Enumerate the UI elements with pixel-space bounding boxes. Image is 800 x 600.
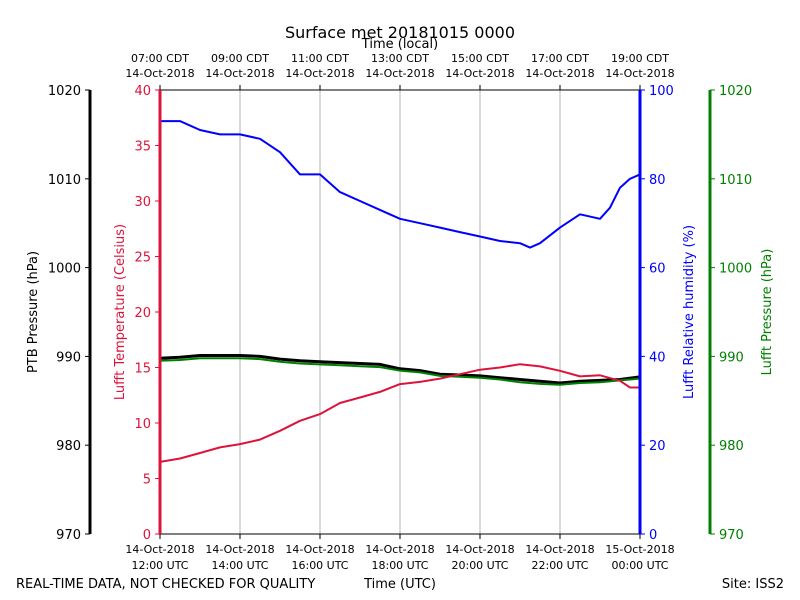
temperature-axis-label: Lufft Temperature (Celsius) bbox=[113, 224, 128, 400]
temperature-tick-label: 25 bbox=[134, 251, 151, 266]
lufft_pressure-tick-label: 1010 bbox=[719, 173, 752, 188]
utc-tick-time: 16:00 UTC bbox=[291, 559, 348, 572]
top-axis-label: Time (local) bbox=[361, 37, 438, 52]
local-tick-date: 14-Oct-2018 bbox=[605, 67, 674, 80]
utc-tick-time: 22:00 UTC bbox=[531, 559, 588, 572]
utc-tick-date: 15-Oct-2018 bbox=[605, 543, 674, 556]
humidity-tick-label: 100 bbox=[649, 84, 674, 99]
utc-tick-date: 14-Oct-2018 bbox=[445, 543, 514, 556]
lufft_pressure-tick-label: 970 bbox=[719, 528, 744, 543]
utc-tick-time: 00:00 UTC bbox=[611, 559, 668, 572]
local-tick-time: 15:00 CDT bbox=[451, 52, 509, 65]
humidity-tick-label: 0 bbox=[649, 528, 657, 543]
utc-tick-date: 14-Oct-2018 bbox=[285, 543, 354, 556]
local-tick-time: 07:00 CDT bbox=[131, 52, 189, 65]
series-layer bbox=[159, 120, 641, 463]
utc-time-axis: 14-Oct-2018 12:00 UTC 14-Oct-2018 14:00 UTC… bbox=[125, 534, 675, 572]
humidity-tick-label: 40 bbox=[649, 350, 666, 365]
lufft-pressure-axis-label: Lufft Pressure (hPa) bbox=[760, 249, 775, 376]
lufft_pressure-tick-label: 1000 bbox=[719, 262, 752, 277]
temperature-tick-label: 40 bbox=[134, 84, 151, 99]
ptb_pressure-tick-label: 1010 bbox=[48, 173, 81, 188]
local-tick-date: 14-Oct-2018 bbox=[525, 67, 594, 80]
ptb_pressure-tick-label: 970 bbox=[56, 528, 81, 543]
utc-tick-date: 14-Oct-2018 bbox=[525, 543, 594, 556]
temperature-axis: 0 5 10 15 20 25 30 35 40 Lufft Temperature (Cels… bbox=[113, 84, 162, 543]
local-tick-date: 14-Oct-2018 bbox=[445, 67, 514, 80]
local-tick-time: 19:00 CDT bbox=[611, 52, 669, 65]
utc-tick-time: 14:00 UTC bbox=[211, 559, 268, 572]
local-tick-date: 14-Oct-2018 bbox=[205, 67, 274, 80]
utc-tick-time: 12:00 UTC bbox=[131, 559, 188, 572]
bottom-axis-label: Time (UTC) bbox=[363, 577, 436, 592]
vertical-grid-lines bbox=[239, 90, 561, 534]
ptb_pressure-tick-label: 1000 bbox=[48, 262, 81, 277]
local-tick-time: 17:00 CDT bbox=[531, 52, 589, 65]
utc-tick-time: 18:00 UTC bbox=[371, 559, 428, 572]
utc-tick-time: 20:00 UTC bbox=[451, 559, 508, 572]
humidity-tick-label: 20 bbox=[649, 439, 666, 454]
lufft_pressure-tick-label: 980 bbox=[719, 439, 744, 454]
local-time-axis: 07:00 CDT 14-Oct-2018 09:00 CDT 14-Oct-2018… bbox=[125, 52, 675, 90]
ptb-pressure-line bbox=[159, 354, 641, 385]
local-tick-date: 14-Oct-2018 bbox=[125, 67, 194, 80]
lufft_pressure-tick-label: 990 bbox=[719, 350, 744, 365]
lufft-pressure-line bbox=[159, 357, 641, 386]
local-tick-date: 14-Oct-2018 bbox=[365, 67, 434, 80]
temperature-tick-label: 15 bbox=[134, 362, 151, 377]
ptb_pressure-tick-label: 1020 bbox=[48, 84, 81, 99]
lufft-temperature-line bbox=[159, 363, 640, 463]
lufft_pressure-tick-label: 1020 bbox=[719, 84, 752, 99]
temperature-tick-label: 35 bbox=[134, 140, 151, 155]
humidity-tick-label: 60 bbox=[649, 262, 666, 277]
temperature-tick-label: 5 bbox=[143, 473, 151, 488]
utc-tick-date: 14-Oct-2018 bbox=[125, 543, 194, 556]
temperature-tick-label: 30 bbox=[134, 195, 151, 210]
local-tick-time: 11:00 CDT bbox=[291, 52, 349, 65]
ptb-pressure-axis: 970 980 990 1000 1010 1020 PTB Pressure (hPa) bbox=[26, 84, 92, 543]
chart-title: Surface met 20181015 0000 bbox=[285, 23, 515, 42]
ptb-pressure-axis-label: PTB Pressure (hPa) bbox=[26, 251, 41, 373]
site-label: Site: ISS2 bbox=[722, 577, 784, 592]
lufft-pressure-axis: 970 980 990 1000 1010 1020 Lufft Pressure (hP… bbox=[708, 84, 775, 543]
temperature-tick-label: 10 bbox=[134, 417, 151, 432]
temperature-tick-label: 0 bbox=[143, 528, 151, 543]
ptb_pressure-tick-label: 980 bbox=[56, 439, 81, 454]
lufft-relative-humidity-line bbox=[160, 120, 641, 249]
utc-tick-date: 14-Oct-2018 bbox=[205, 543, 274, 556]
local-tick-time: 13:00 CDT bbox=[371, 52, 429, 65]
humidity-tick-label: 80 bbox=[649, 173, 666, 188]
ptb_pressure-tick-label: 990 bbox=[56, 350, 81, 365]
local-tick-time: 09:00 CDT bbox=[211, 52, 269, 65]
temperature-tick-label: 20 bbox=[134, 306, 151, 321]
humidity-axis-label: Lufft Relative humidity (%) bbox=[682, 225, 697, 399]
humidity-axis: 0 20 40 60 80 100 Lufft Relative humidity (%) bbox=[638, 84, 697, 543]
utc-tick-date: 14-Oct-2018 bbox=[365, 543, 434, 556]
local-tick-date: 14-Oct-2018 bbox=[285, 67, 354, 80]
quality-disclaimer: REAL-TIME DATA, NOT CHECKED FOR QUALITY bbox=[16, 577, 315, 592]
